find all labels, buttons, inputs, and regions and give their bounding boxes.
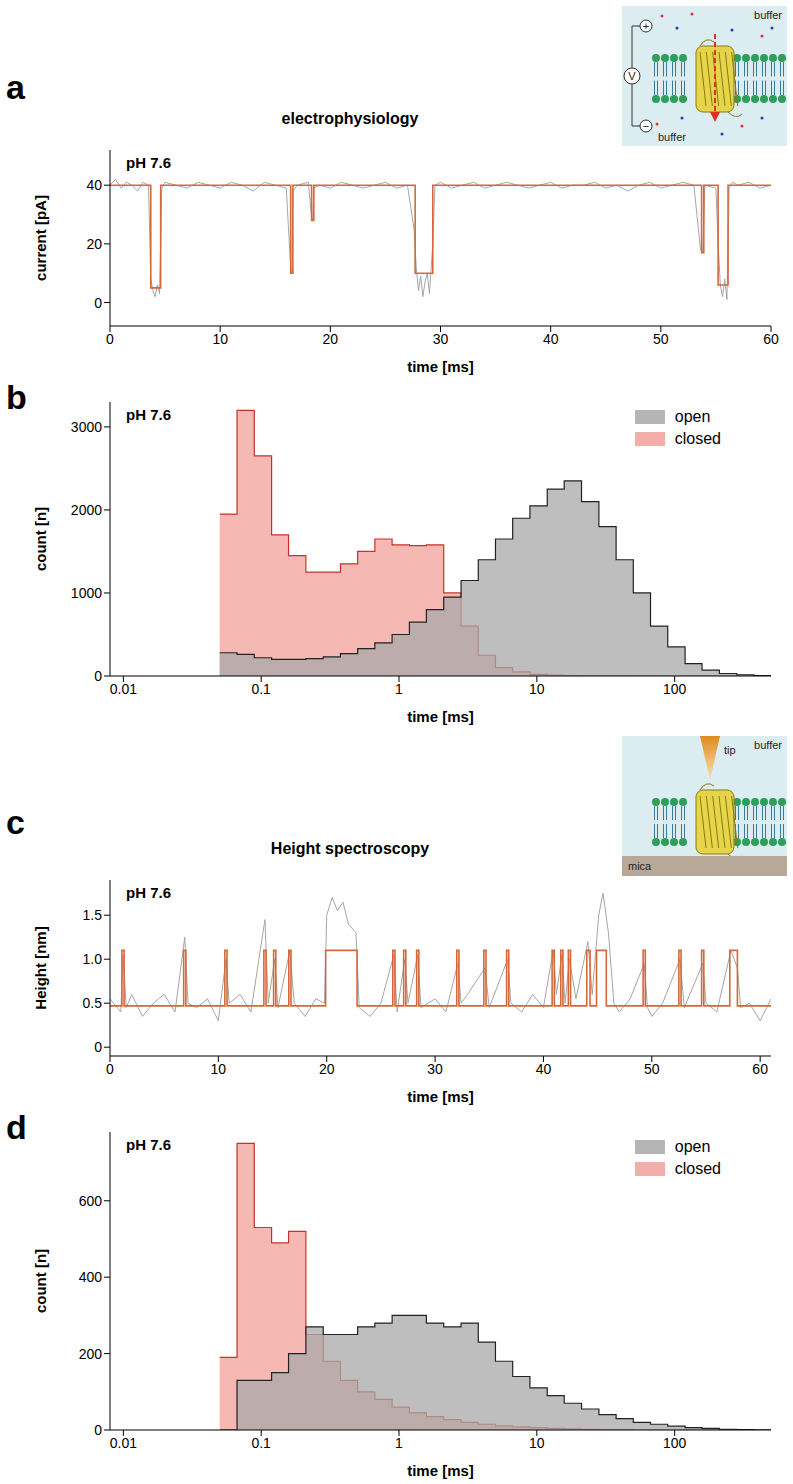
html-text:closed: closed: [674, 1160, 721, 1177]
html-text:Height spectroscopy: Height spectroscopy: [270, 840, 430, 857]
svg-text:30: 30: [427, 1061, 443, 1077]
svg-text:time [ms]: time [ms]: [407, 708, 474, 725]
svg-text:buffer: buffer: [754, 9, 782, 21]
svg-text:0.01: 0.01: [110, 681, 137, 697]
svg-text:0: 0: [94, 668, 102, 684]
svg-text:100: 100: [663, 681, 687, 697]
svg-text:400: 400: [79, 1269, 103, 1285]
svg-text:1: 1: [395, 681, 403, 697]
svg-text:0: 0: [94, 1039, 102, 1055]
svg-text:V: V: [628, 70, 636, 82]
svg-text:1000: 1000: [71, 585, 102, 601]
html-text:pH 7.6: pH 7.6: [126, 154, 171, 171]
svg-text:600: 600: [79, 1193, 103, 1209]
svg-text:count [n]: count [n]: [32, 1249, 49, 1313]
svg-text:1: 1: [395, 1435, 403, 1451]
svg-text:60: 60: [752, 1061, 768, 1077]
svg-text:time [ms]: time [ms]: [407, 358, 474, 375]
svg-text:10: 10: [529, 1435, 545, 1451]
svg-text:buffer: buffer: [754, 739, 782, 751]
svg-text:Height [nm]: Height [nm]: [32, 926, 49, 1009]
html-text:pH 7.6: pH 7.6: [126, 1136, 171, 1153]
svg-text:count [n]: count [n]: [32, 507, 49, 571]
svg-text:current [pA]: current [pA]: [32, 195, 49, 281]
svg-text:tip: tip: [724, 744, 736, 756]
svg-text:40: 40: [543, 331, 559, 347]
svg-text:0: 0: [106, 331, 114, 347]
svg-text:50: 50: [644, 1061, 660, 1077]
svg-text:0.5: 0.5: [83, 995, 103, 1011]
html-text:pH 7.6: pH 7.6: [126, 884, 171, 901]
svg-text:0.1: 0.1: [251, 1435, 271, 1451]
svg-text:−: −: [643, 120, 649, 132]
html-text:open: open: [674, 1138, 711, 1155]
svg-text:1.5: 1.5: [83, 907, 103, 923]
svg-text:3000: 3000: [71, 419, 102, 435]
svg-text:60: 60: [763, 331, 779, 347]
html-text:a: a: [6, 68, 25, 106]
svg-text:0: 0: [106, 1061, 114, 1077]
svg-text:0: 0: [94, 295, 102, 311]
svg-text:buffer: buffer: [658, 131, 686, 143]
svg-text:time [ms]: time [ms]: [407, 1462, 474, 1479]
html-text:b: b: [6, 378, 27, 416]
svg-text:40: 40: [86, 177, 102, 193]
html-text:closed: closed: [674, 430, 721, 447]
svg-text:20: 20: [323, 331, 339, 347]
svg-text:mica: mica: [628, 860, 652, 872]
svg-text:0.1: 0.1: [251, 681, 271, 697]
svg-text:time [ms]: time [ms]: [407, 1088, 474, 1105]
svg-text:+: +: [643, 20, 649, 32]
html-text:c: c: [6, 803, 25, 841]
svg-text:10: 10: [212, 331, 228, 347]
svg-text:30: 30: [433, 331, 449, 347]
svg-text:40: 40: [536, 1061, 552, 1077]
html-text:d: d: [6, 1108, 27, 1146]
svg-text:100: 100: [663, 1435, 687, 1451]
svg-text:10: 10: [211, 1061, 227, 1077]
svg-text:0: 0: [94, 1422, 102, 1438]
svg-text:50: 50: [653, 331, 669, 347]
svg-text:20: 20: [86, 236, 102, 252]
svg-text:2000: 2000: [71, 502, 102, 518]
svg-text:200: 200: [79, 1346, 103, 1362]
svg-text:10: 10: [529, 681, 545, 697]
html-text:open: open: [674, 408, 711, 425]
html-text:pH 7.6: pH 7.6: [126, 406, 171, 423]
svg-text:1.0: 1.0: [83, 951, 103, 967]
svg-text:0.01: 0.01: [110, 1435, 137, 1451]
html-text:electrophysiology: electrophysiology: [281, 110, 419, 127]
svg-text:20: 20: [319, 1061, 335, 1077]
